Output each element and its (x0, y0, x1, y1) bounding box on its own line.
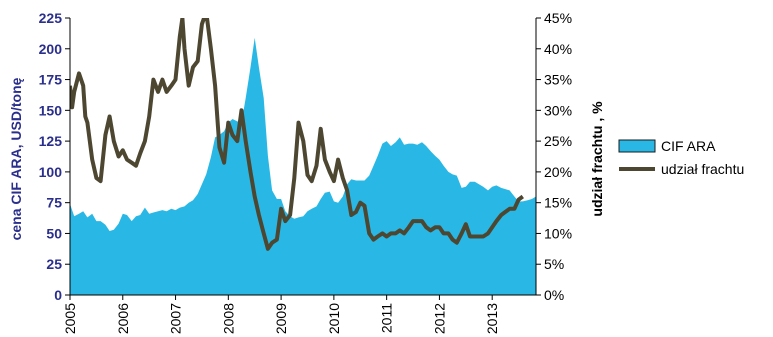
series-area-cif-ara (70, 37, 536, 295)
tick-labels: 0 25 50 75 100 125 150 175 200 225 0% 5% 10% 15% 20% 25… (39, 10, 572, 334)
y-right-tick-label: 10% (544, 225, 572, 241)
y-left-tick-label: 175 (39, 72, 63, 88)
axes (65, 17, 541, 300)
y-right-tick-label: 40% (544, 41, 572, 57)
y-left-tick-label: 150 (39, 102, 63, 118)
legend-label-udzial-frachtu: udział frachtu (661, 161, 744, 177)
series-line-udzial-frachtu (70, 18, 524, 251)
y-right-axis-title: udział frachtu , % (589, 101, 605, 217)
y-left-tick-label: 25 (46, 256, 62, 272)
x-tick-label: 2012 (431, 303, 447, 334)
y-right-tick-label: 15% (544, 195, 572, 211)
x-tick-label: 2007 (168, 303, 184, 334)
y-right-tick-label: 20% (544, 164, 572, 180)
y-left-tick-label: 100 (39, 164, 63, 180)
x-tick-label: 2008 (220, 303, 236, 334)
y-right-tick-label: 45% (544, 10, 572, 26)
x-tick-label: 2010 (326, 303, 342, 334)
y-left-tick-label: 75 (46, 195, 62, 211)
y-right-tick-label: 25% (544, 133, 572, 149)
y-left-tick-label: 200 (39, 41, 63, 57)
y-left-axis-title: cena CIF ARA, USD/tonę (8, 77, 24, 240)
y-right-tick-label: 30% (544, 102, 572, 118)
legend-label-cif-ara: CIF ARA (661, 138, 716, 154)
y-right-tick-label: 0% (544, 287, 564, 303)
x-tick-label: 2011 (379, 303, 395, 333)
y-right-tick-label: 5% (544, 256, 564, 272)
x-tick-label: 2005 (62, 303, 78, 334)
y-right-tick-label: 35% (544, 72, 572, 88)
x-tick-label: 2006 (115, 303, 131, 334)
x-tick-label: 2009 (273, 303, 289, 334)
y-left-tick-label: 225 (39, 10, 63, 26)
plot-area (70, 18, 536, 295)
legend: CIF ARA udział frachtu (618, 138, 744, 177)
y-left-tick-label: 50 (46, 225, 62, 241)
x-tick-label: 2013 (484, 303, 500, 334)
y-left-tick-label: 0 (54, 287, 62, 303)
legend-swatch-cif-ara (618, 139, 656, 153)
y-left-tick-label: 125 (39, 133, 63, 149)
